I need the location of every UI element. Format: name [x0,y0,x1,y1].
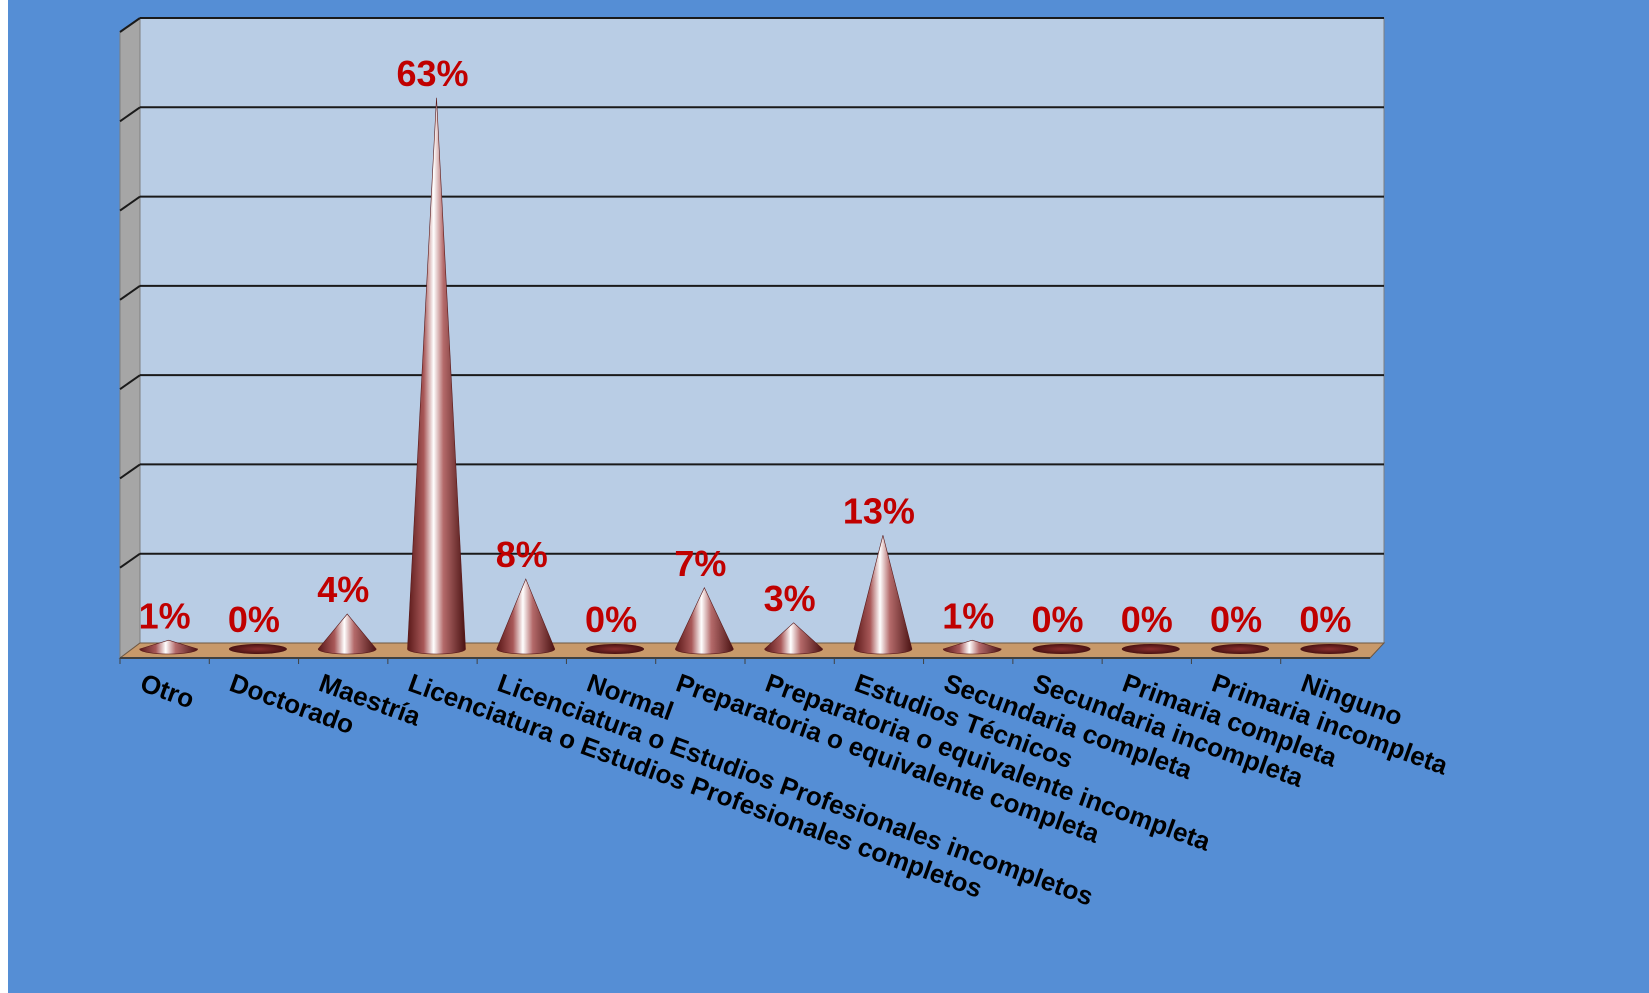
cone-mark [586,644,645,654]
cone-mark [139,639,198,655]
data-label: 1% [139,595,191,636]
gridline-side [119,106,141,123]
data-label: 0% [585,599,637,640]
gridline-side [119,374,141,390]
floor [118,642,1386,659]
back-wall [139,17,1385,644]
gridline-side [119,552,141,569]
cone-chart: 1% 0% 4% 63% 8% 0% 7% 3% 13% 1% 0% 0% 0% 0% Otro Docto… [118,17,1453,912]
data-label: 3% [764,578,816,619]
data-label: 63% [396,53,468,94]
gridline-side [119,195,141,212]
cone-mark [764,622,823,655]
cone-mark [1121,644,1180,654]
data-label: 0% [1121,599,1173,640]
gridline-side [119,17,141,33]
data-label: 7% [674,543,726,584]
data-label: 4% [317,569,369,610]
cone-mark [317,613,377,655]
cone-mark [407,97,466,655]
data-label: 0% [228,599,280,640]
data-label: 13% [843,490,915,531]
data-label: 0% [1299,599,1351,640]
data-label: 0% [1210,599,1262,640]
chart-container: 1% 0% 4% 63% 8% 0% 7% 3% 13% 1% 0% 0% 0% 0% Otro Docto… [8,0,1649,993]
cone-mark [496,578,556,655]
gridline-side [119,463,141,480]
data-labels-layer: 1% 0% 4% 63% 8% 0% 7% 3% 13% 1% 0% 0% 0% 0% [139,53,1352,640]
cone-mark [675,587,734,655]
cone-mark [228,644,287,654]
cone-mark [1300,644,1359,654]
cone-mark [853,535,913,655]
data-label: 8% [496,534,548,575]
data-label: 0% [1031,599,1083,640]
data-label: 1% [942,595,994,636]
cone-mark [942,639,1002,655]
cone-mark [1211,644,1270,654]
cone-mark [1032,644,1091,654]
gridline-side [119,285,141,301]
cones-layer [139,97,1359,655]
category-label: Otro [137,667,199,714]
plot-frame [118,17,1386,664]
